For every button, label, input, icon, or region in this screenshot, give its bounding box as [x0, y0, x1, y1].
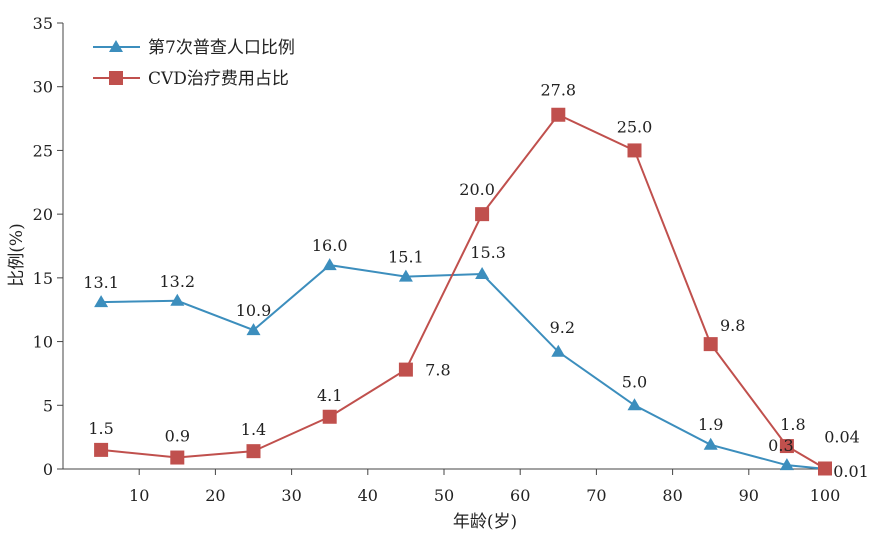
square-marker [246, 444, 261, 459]
triangle-marker [170, 293, 185, 306]
data-label: 9.8 [720, 316, 745, 335]
x-tick-label: 20 [205, 486, 225, 505]
triangle-marker [94, 295, 109, 308]
square-marker [322, 409, 337, 424]
data-label: 15.3 [470, 243, 506, 262]
x-tick-label: 10 [129, 486, 149, 505]
square-marker [818, 461, 832, 476]
triangle-marker [475, 267, 490, 280]
y-tick-label: 15 [33, 269, 53, 288]
data-label: 4.1 [317, 386, 342, 405]
series-line [101, 264, 826, 470]
data-label: 13.2 [159, 272, 195, 291]
data-label: 16.0 [312, 236, 348, 255]
square-marker [398, 362, 413, 377]
data-label: 1.9 [698, 415, 723, 434]
legend-label: CVD治疗费用占比 [148, 69, 289, 89]
x-tick-label: 40 [358, 486, 378, 505]
data-label: 20.0 [459, 180, 495, 199]
y-tick-label: 0 [43, 460, 53, 479]
data-label: 0.3 [768, 436, 793, 455]
triangle-marker [779, 458, 794, 471]
square-marker [703, 337, 718, 352]
y-tick-label: 30 [33, 78, 53, 97]
data-label: 27.8 [540, 81, 576, 100]
legend-label: 第7次普查人口比例 [148, 38, 295, 58]
x-tick-label: 60 [510, 486, 530, 505]
x-tick-label: 50 [434, 486, 454, 505]
x-tick-label: 100 [810, 486, 841, 505]
data-labels: 13.1 13.2 10.9 16.0 15.1 15.3 9.2 5.0 1.9 0.3 0.01… [83, 81, 869, 481]
data-label: 0.04 [824, 427, 860, 446]
y-tick-label: 5 [43, 396, 53, 415]
square-marker [551, 107, 566, 122]
data-label: 1.4 [241, 420, 266, 439]
y-tick-label: 10 [33, 333, 53, 352]
series-layer [94, 107, 832, 476]
data-label: 15.1 [388, 248, 424, 267]
axes: 0 5 10 15 20 25 30 35 10 20 30 40 50 60 70 80 90 100 [33, 14, 841, 505]
y-tick-label: 20 [33, 205, 53, 224]
data-label: 5.0 [622, 372, 647, 391]
data-label: 7.8 [425, 361, 450, 380]
x-tick-label: 30 [281, 486, 301, 505]
x-axis-title: 年龄(岁) [453, 512, 517, 532]
y-tick-label: 35 [33, 14, 53, 33]
data-label: 13.1 [83, 273, 119, 292]
y-axis-title: 比例(%) [7, 223, 27, 286]
y-tick-label: 25 [33, 141, 53, 160]
legend: 第7次普查人口比例 CVD治疗费用占比 [93, 38, 295, 89]
square-marker [475, 207, 490, 222]
square-marker [170, 450, 185, 465]
data-label: 1.8 [780, 415, 805, 434]
triangle-marker [627, 398, 642, 411]
x-tick-label: 80 [662, 486, 682, 505]
data-label: 0.01 [833, 462, 869, 481]
square-marker [779, 439, 794, 454]
triangle-marker [246, 323, 261, 336]
legend-square-marker [109, 71, 123, 85]
x-tick-label: 90 [739, 486, 759, 505]
legend-triangle-marker [109, 40, 123, 52]
square-marker [94, 442, 109, 457]
triangle-marker [398, 269, 413, 282]
triangle-marker [322, 258, 337, 271]
data-label: 10.9 [236, 301, 272, 320]
data-label: 9.2 [550, 318, 575, 337]
data-label: 1.5 [88, 419, 113, 438]
x-tick-label: 70 [586, 486, 606, 505]
triangle-marker [703, 437, 718, 450]
square-marker [627, 143, 642, 158]
data-label: 25.0 [617, 117, 653, 136]
triangle-marker [551, 344, 566, 357]
data-label: 0.9 [165, 427, 190, 446]
